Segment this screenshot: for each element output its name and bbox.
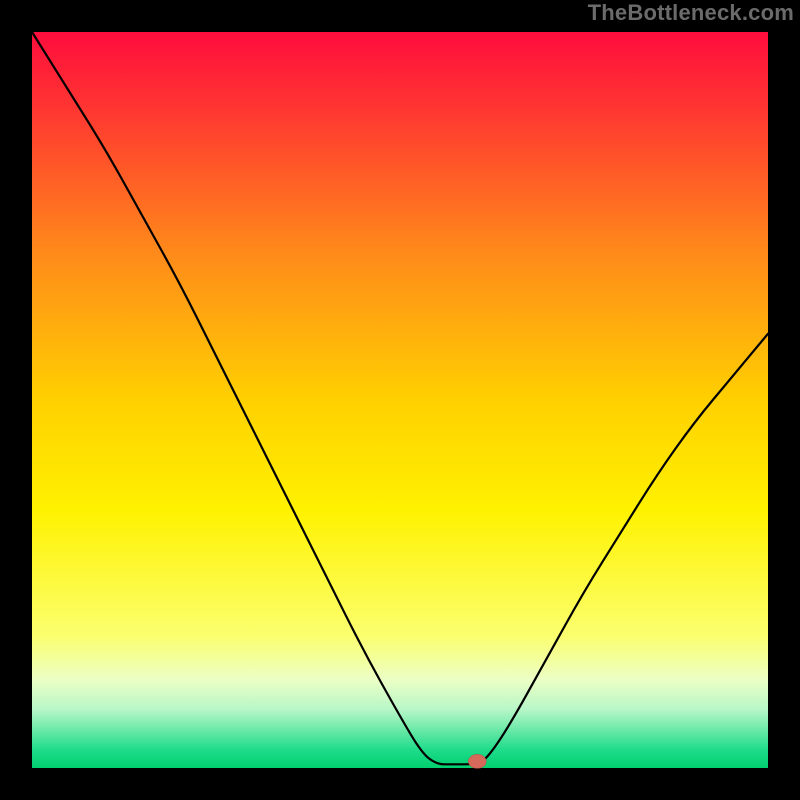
optimal-marker [468, 754, 486, 768]
plot-background [32, 32, 768, 768]
chart-container: TheBottleneck.com [0, 0, 800, 800]
watermark-text: TheBottleneck.com [588, 0, 794, 26]
chart-svg [0, 0, 800, 800]
